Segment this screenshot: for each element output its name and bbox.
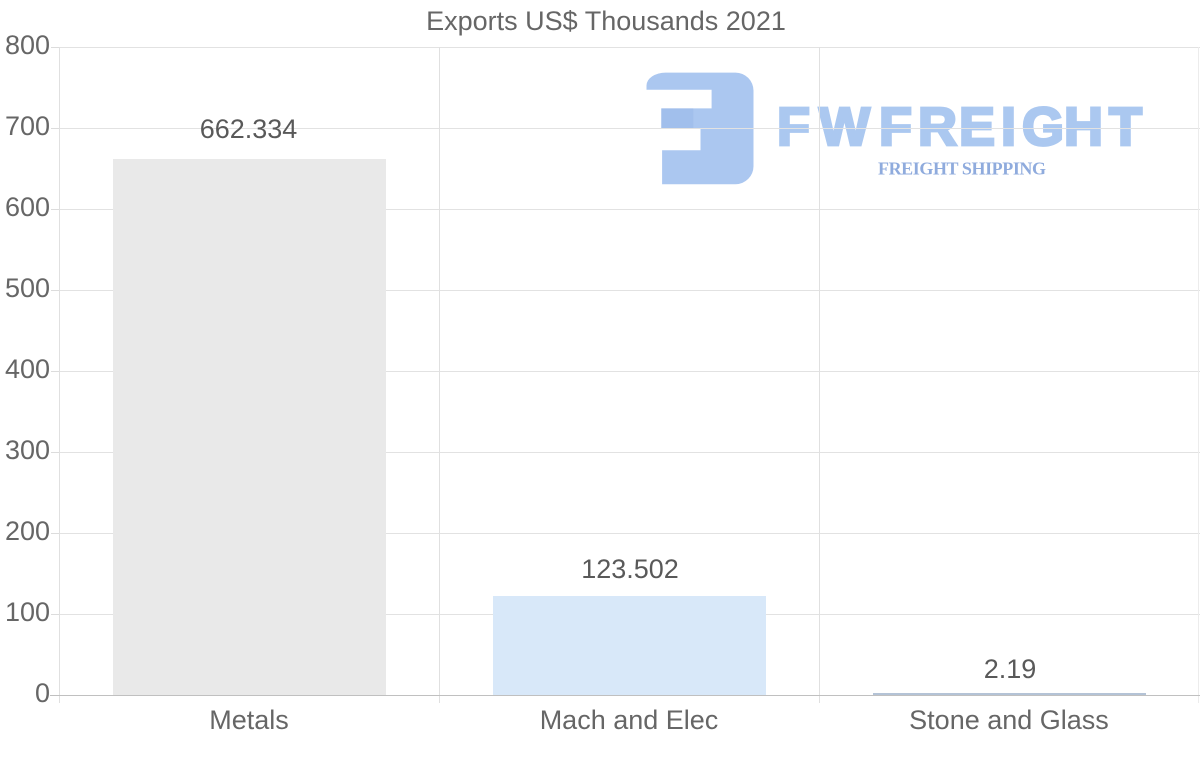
svg-text:FWFREIGHT: FWFREIGHT (777, 97, 1142, 157)
svg-text:FREIGHT SHIPPING: FREIGHT SHIPPING (878, 159, 1046, 179)
